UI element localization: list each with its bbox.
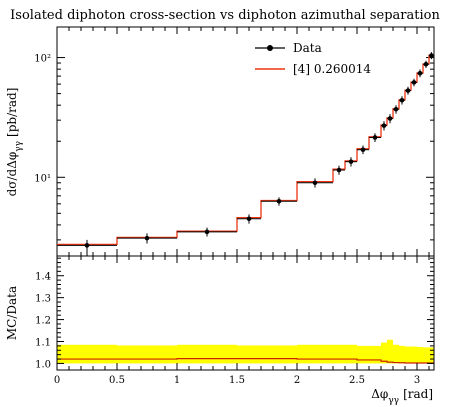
- ratio-panel: 0 0.5 1 1.5 2 2.5 3 1.0 1.1 1.2 1.3 1.4: [35, 255, 435, 386]
- ratio-x-ticks: 0 0.5 1 1.5 2 2.5 3: [54, 256, 430, 386]
- main-ylabel-subscript: γγ: [14, 141, 24, 152]
- ratio-band-segment: [387, 339, 394, 364]
- ratio-band-segment: [177, 344, 238, 364]
- main-y-ticks: 10¹ 10²: [34, 54, 434, 241]
- x-tick-label: 2.5: [349, 375, 365, 386]
- ratio-y-tick-label: 1.1: [35, 338, 51, 349]
- xlabel-unit: [rad]: [403, 387, 433, 401]
- ratio-band-segment: [399, 345, 406, 364]
- ratio-band-segment: [381, 342, 388, 364]
- legend-label-data: Data: [293, 41, 322, 55]
- ratio-y-axis-label: MC/Data: [5, 286, 19, 340]
- ratio-band-segment: [417, 346, 424, 364]
- data-point: [393, 106, 399, 112]
- data-point: [312, 180, 318, 186]
- x-tick-label: 0: [54, 375, 60, 386]
- ratio-band-segment: [423, 347, 434, 364]
- ratio-y-tick-label: 1.4: [35, 272, 51, 283]
- ratio-y-tick-label: 1.0: [35, 359, 51, 370]
- data-point: [399, 97, 405, 103]
- x-tick-label: 3: [414, 375, 420, 386]
- mc-step-line: [57, 54, 434, 246]
- ratio-band-segment: [297, 344, 358, 364]
- main-x-ticks: [56, 27, 430, 256]
- main-ylabel-text: dσ/dΔφ: [5, 152, 19, 197]
- data-point: [84, 243, 90, 248]
- main-ylabel-unit: [pb/rad]: [5, 88, 19, 137]
- legend: Data [4] 0.260014: [255, 41, 371, 76]
- ratio-band-segment: [405, 346, 418, 364]
- main-y-tick-label: 10¹: [34, 173, 51, 184]
- data-point: [144, 235, 150, 241]
- ratio-band-segment: [57, 344, 118, 364]
- data-point: [417, 70, 423, 76]
- data-point: [411, 80, 417, 85]
- main-y-tick-label: 10²: [34, 54, 51, 65]
- data-series-points: [57, 52, 434, 256]
- data-point: [336, 167, 342, 173]
- data-point: [372, 135, 378, 140]
- xlabel-text: Δφ: [371, 387, 388, 401]
- ratio-y-ticks: 1.0 1.1 1.2 1.3 1.4: [35, 257, 434, 370]
- ratio-plot-frame: [56, 255, 435, 371]
- main-plot-frame: [56, 26, 435, 257]
- ratio-band-segment: [117, 345, 178, 364]
- data-point: [387, 116, 393, 121]
- ratio-y-tick-label: 1.3: [35, 294, 51, 305]
- ratio-band-segment: [237, 345, 298, 364]
- ratio-mc-line: [57, 358, 434, 364]
- data-point: [348, 159, 354, 164]
- xlabel-subscript: γγ: [388, 396, 399, 406]
- main-y-axis-label: dσ/dΔφγγ [pb/rad]: [5, 88, 24, 197]
- mc-series-line: [57, 54, 434, 246]
- x-tick-label: 1.5: [229, 375, 245, 386]
- data-point: [246, 216, 252, 222]
- legend-label-mc: [4] 0.260014: [293, 62, 371, 76]
- ratio-ylabel-text: MC/Data: [5, 286, 19, 340]
- ratio-y-tick-label: 1.2: [35, 316, 51, 327]
- data-point: [429, 53, 434, 58]
- data-point: [276, 198, 282, 204]
- ratio-band-segment: [393, 344, 400, 364]
- ratio-band-segment: [357, 345, 382, 364]
- data-point: [204, 229, 210, 235]
- legend-data-marker: [267, 45, 273, 51]
- data-point: [405, 88, 411, 93]
- data-point: [423, 61, 429, 67]
- main-panel: 10¹ 10²: [34, 26, 435, 257]
- x-tick-label: 1: [174, 375, 180, 386]
- x-tick-label: 2: [294, 375, 300, 386]
- ratio-mc-step-line: [57, 358, 434, 364]
- x-axis-label: Δφγγ [rad]: [371, 387, 433, 406]
- svg-text:dσ/dΔφγγ[pb/rad]: dσ/dΔφγγ [pb/rad]: [5, 88, 24, 197]
- chart-title: Isolated diphoton cross-section vs dipho…: [10, 8, 440, 23]
- x-tick-label: 0.5: [109, 375, 125, 386]
- data-point: [381, 123, 387, 128]
- data-point: [360, 147, 366, 152]
- svg-text:Δφγγ[rad]: Δφγγ [rad]: [371, 387, 433, 406]
